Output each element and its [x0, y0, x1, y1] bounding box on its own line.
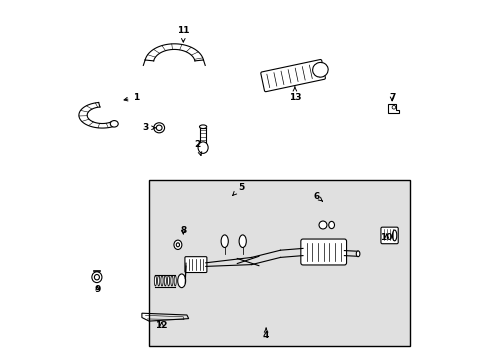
Ellipse shape [199, 125, 206, 129]
Ellipse shape [177, 274, 185, 288]
Text: 10: 10 [380, 233, 392, 242]
FancyBboxPatch shape [300, 239, 346, 265]
Text: 13: 13 [288, 87, 301, 102]
Ellipse shape [156, 125, 162, 131]
Ellipse shape [176, 243, 179, 247]
Text: 8: 8 [180, 226, 186, 235]
Text: 12: 12 [155, 321, 167, 330]
Text: 7: 7 [388, 93, 394, 102]
FancyBboxPatch shape [184, 257, 206, 273]
Ellipse shape [94, 274, 99, 280]
Ellipse shape [164, 276, 166, 286]
Ellipse shape [318, 221, 326, 229]
Text: 9: 9 [94, 285, 101, 294]
Ellipse shape [92, 272, 102, 283]
Ellipse shape [153, 123, 164, 133]
Text: 11: 11 [177, 26, 189, 42]
Ellipse shape [356, 251, 359, 257]
Ellipse shape [174, 276, 176, 286]
Ellipse shape [328, 221, 334, 229]
Ellipse shape [221, 235, 228, 248]
Ellipse shape [198, 142, 208, 153]
Ellipse shape [392, 230, 396, 241]
Ellipse shape [110, 121, 118, 127]
Ellipse shape [157, 276, 160, 286]
Text: 2: 2 [194, 140, 202, 156]
Ellipse shape [312, 62, 327, 77]
Ellipse shape [161, 276, 163, 286]
Ellipse shape [167, 276, 169, 286]
Text: 1: 1 [124, 93, 140, 102]
Ellipse shape [174, 240, 182, 249]
Ellipse shape [239, 235, 246, 248]
FancyBboxPatch shape [380, 227, 397, 244]
Text: 6: 6 [313, 192, 322, 201]
Text: 4: 4 [263, 328, 269, 340]
Text: 3: 3 [142, 123, 155, 132]
Ellipse shape [391, 105, 395, 109]
Bar [149, 180, 409, 346]
FancyBboxPatch shape [260, 59, 325, 92]
Text: 5: 5 [232, 183, 244, 195]
Ellipse shape [154, 276, 156, 286]
Ellipse shape [170, 276, 173, 286]
